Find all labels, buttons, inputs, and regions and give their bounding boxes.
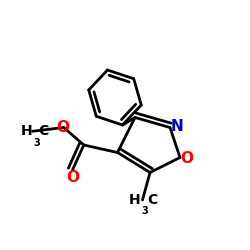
Text: O: O bbox=[66, 170, 79, 184]
Text: O: O bbox=[180, 151, 194, 166]
Text: O: O bbox=[56, 120, 69, 135]
Text: C: C bbox=[38, 124, 48, 138]
Text: H: H bbox=[21, 124, 32, 138]
Text: H: H bbox=[128, 193, 140, 207]
Text: 3: 3 bbox=[141, 206, 148, 216]
Text: C: C bbox=[147, 193, 157, 207]
Text: N: N bbox=[171, 119, 183, 134]
Text: 3: 3 bbox=[33, 138, 40, 147]
